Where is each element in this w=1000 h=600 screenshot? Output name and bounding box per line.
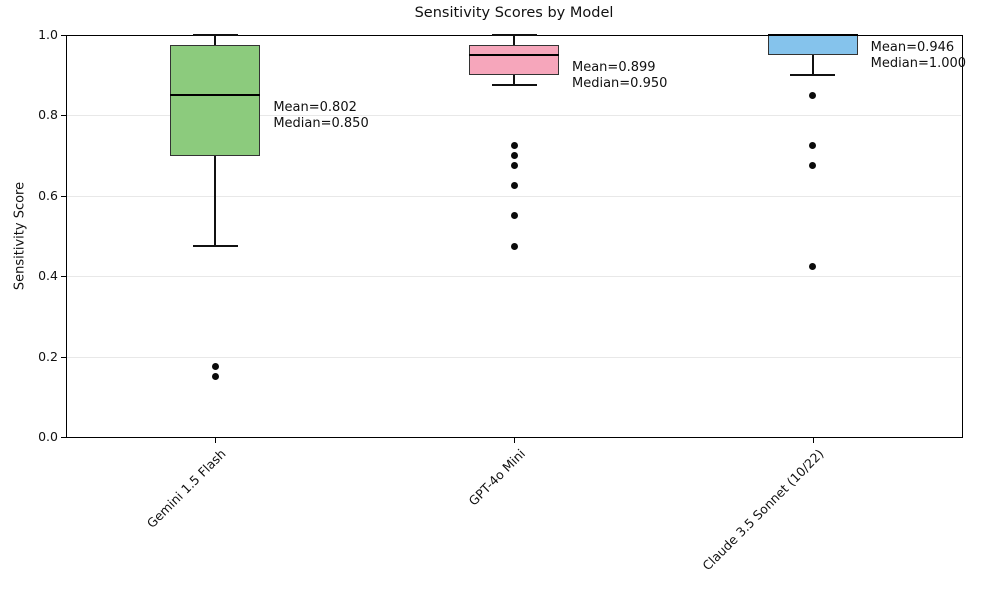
x-tick-label-text: Claude 3.5 Sonnet (10/22) [698, 446, 827, 574]
y-tick-mark [61, 35, 66, 36]
lower-whisker [513, 75, 515, 86]
stats-annotation: Mean=0.946 Median=1.000 [871, 40, 966, 72]
y-tick-label: 1.0 [38, 27, 58, 42]
y-tick-label: 0.8 [38, 107, 58, 123]
outlier-point [211, 373, 219, 381]
y-tick-label: 0.0 [38, 429, 58, 444]
stats-annotation: Mean=0.899 Median=0.950 [572, 60, 667, 92]
outlier-point [809, 142, 817, 150]
box [469, 45, 559, 76]
lower-whisker-cap [491, 84, 537, 87]
axis-spine-right [962, 35, 963, 438]
outlier-point [510, 162, 518, 170]
y-tick-mark [61, 276, 66, 278]
outlier-point [510, 212, 518, 220]
outlier-point [510, 152, 518, 160]
outlier-point [510, 182, 518, 190]
annotation-mean: Mean=0.802 [273, 100, 357, 116]
x-tick-mark [514, 438, 515, 443]
median-line [170, 94, 261, 97]
upper-whisker-cap [192, 34, 238, 36]
outlier-point [510, 242, 518, 250]
x-tick-label-text: GPT-4o Mini [465, 446, 528, 509]
lower-whisker [214, 155, 217, 247]
y-gridline [67, 195, 961, 197]
annotation-mean: Mean=0.899 [572, 60, 656, 76]
y-tick-mark [61, 356, 66, 358]
chart-title: Sensitivity Scores by Model [414, 5, 614, 21]
lower-whisker-cap [790, 74, 836, 77]
y-tick-mark [61, 437, 66, 438]
upper-whisker [513, 35, 515, 46]
x-tick-label-text: Gemini 1.5 Flash [144, 446, 229, 531]
annotation-median: Median=1.000 [870, 56, 967, 71]
outlier-point [510, 142, 518, 150]
outlier-point [211, 363, 219, 371]
annotation-median: Median=0.950 [572, 76, 668, 92]
annotation-median: Median=0.850 [273, 116, 369, 132]
outlier-point [809, 262, 817, 270]
lower-whisker [811, 55, 814, 76]
upper-whisker-cap [491, 34, 537, 36]
outlier-point [809, 162, 817, 170]
x-tick-mark [215, 438, 217, 443]
y-tick-label: 0.4 [38, 268, 58, 284]
y-tick-label: 0.2 [38, 348, 58, 364]
median-line [767, 34, 858, 36]
y-gridline [67, 115, 961, 117]
y-gridline [67, 356, 961, 358]
y-tick-label: 0.6 [38, 187, 58, 203]
outlier-point [809, 91, 817, 99]
upper-whisker [214, 35, 217, 46]
axis-spine-left [66, 35, 67, 438]
lower-whisker-cap [192, 245, 238, 248]
box [767, 35, 858, 56]
y-gridline [67, 276, 961, 278]
median-line [469, 54, 559, 57]
y-tick-mark [61, 115, 66, 117]
stats-annotation: Mean=0.802 Median=0.850 [273, 100, 368, 132]
y-tick-mark [61, 195, 66, 197]
box [170, 45, 261, 156]
annotation-mean: Mean=0.946 [870, 40, 955, 55]
x-tick-mark [812, 438, 814, 443]
axis-spine-bottom [66, 437, 963, 438]
